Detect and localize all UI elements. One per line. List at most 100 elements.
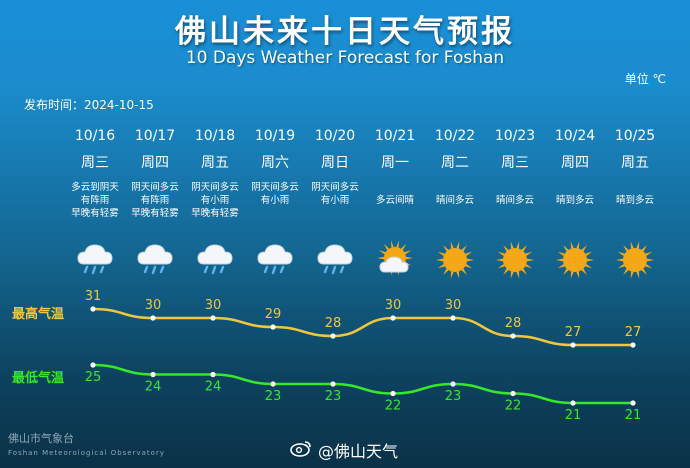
cloud-rain-icon — [65, 240, 125, 280]
day-date: 10/22 — [434, 128, 476, 144]
day-column: 10/20 周日阴天间多云有小雨 — [305, 126, 365, 221]
low-temp-value: 24 — [145, 380, 162, 395]
sun-cloud-icon — [365, 240, 425, 280]
description-line: 晴到多云 — [615, 195, 654, 206]
day-date: 10/23 — [494, 128, 536, 144]
high-temp-value: 30 — [445, 298, 462, 313]
description-line: 早晚有轻雾 — [131, 208, 179, 219]
day-weekday: 周三 — [81, 155, 109, 171]
day-description: 晴间多云 — [485, 181, 545, 221]
high-temp-value: 28 — [325, 316, 342, 331]
low-temp-value: 22 — [505, 399, 522, 414]
day-date: 10/19 — [254, 128, 296, 144]
cloud-rain-icon — [125, 240, 185, 280]
high-temp-point — [510, 333, 516, 339]
day-weekday: 周三 — [501, 155, 529, 171]
cloud-rain-icon — [185, 240, 245, 280]
description-line: 多云到阴天 — [71, 182, 119, 193]
weibo-handle: @佛山天气 — [290, 438, 398, 462]
high-temp-value: 30 — [205, 298, 222, 313]
low-temp-point — [330, 381, 336, 387]
high-temp-value: 30 — [145, 298, 162, 313]
low-temp-point — [570, 400, 576, 406]
high-temp-point — [390, 315, 396, 321]
high-temp-value: 27 — [625, 325, 642, 340]
high-temp-point — [210, 315, 216, 321]
day-date: 10/20 — [314, 128, 356, 144]
high-temp-value: 31 — [85, 289, 102, 304]
sun-icon — [485, 240, 545, 280]
high-temp-line — [92, 307, 633, 347]
day-column: 10/17 周四 阴天间多云 有阵雨 早晚有轻雾 — [125, 126, 185, 221]
sun-icon — [425, 240, 485, 280]
high-temp-value: 27 — [565, 325, 582, 340]
description-line: 有小雨 — [260, 195, 290, 206]
day-description: 阴天间多云 有小雨 早晚有轻雾 — [185, 181, 245, 221]
day-weekday: 周六 — [261, 155, 289, 171]
description-line: 阴天间多云 — [131, 182, 179, 193]
description-line: 多云间晴 — [375, 195, 414, 206]
description-line: 晴到多云 — [555, 195, 594, 206]
day-description: 阴天间多云 有小雨 — [245, 181, 305, 221]
day-column: 10/24 周四 晴到多云 — [545, 126, 605, 221]
high-temp-point — [270, 324, 276, 330]
description-line: 有小雨 — [320, 195, 350, 206]
day-column: 10/25 周五 晴到多云 — [605, 126, 665, 221]
observatory-name-cn: 佛山市气象台 — [8, 432, 74, 445]
description-line: 阴天间多云 — [311, 182, 359, 193]
day-weekday: 周五 — [201, 155, 229, 171]
high-temp-value: 29 — [265, 307, 282, 322]
day-description: 多云间晴 — [365, 181, 425, 221]
low-temp-point — [270, 381, 276, 387]
day-column: 10/18 周五 阴天间多云 有小雨 早晚有轻雾 — [185, 126, 245, 221]
cloud-rain-icon — [245, 240, 305, 280]
day-column: 10/21 周一多云间晴 — [365, 126, 425, 221]
description-line: 早晚有轻雾 — [71, 208, 119, 219]
description-line: 早晚有轻雾 — [191, 208, 239, 219]
low-temp-point — [210, 371, 216, 378]
day-date: 10/21 — [374, 128, 416, 144]
day-date: 10/16 — [74, 128, 116, 144]
day-description: 多云到阴天有阵雨早晚有轻雾 — [65, 181, 125, 221]
low-temp-value: 23 — [265, 389, 282, 404]
low-temp-value: 24 — [205, 380, 222, 395]
publish-time: 发布时间：2024-10-15 — [24, 98, 154, 112]
high-temp-point — [90, 306, 96, 312]
low-temp-value: 22 — [385, 399, 402, 414]
low-temp-value: 25 — [85, 370, 102, 385]
day-date: 10/24 — [554, 128, 596, 144]
high-temp-point — [630, 342, 636, 348]
day-weekday: 周二 — [441, 155, 469, 171]
page-subtitle: 10 Days Weather Forecast for Foshan — [185, 48, 505, 68]
day-description: 阴天间多云有阵雨早晚有轻雾 — [125, 181, 185, 221]
low-temp-line — [92, 363, 633, 405]
description-line: 有小雨 — [200, 195, 230, 206]
description-line: 有阵雨 — [80, 195, 110, 206]
low-temp-value: 23 — [445, 389, 462, 404]
high-temp-point — [150, 315, 156, 321]
low-temp-point — [150, 371, 156, 378]
day-column: 10/19 周六阴天间多云有小雨 — [245, 126, 305, 221]
low-temp-point — [90, 362, 96, 368]
day-weekday: 周四 — [141, 155, 169, 171]
high-temp-point — [450, 315, 456, 321]
description-line: 晴间多云 — [495, 195, 534, 206]
high-temp-value: 28 — [505, 316, 522, 331]
description-line: 有阵雨 — [140, 195, 170, 206]
description-line: 阴天间多云 — [251, 182, 299, 193]
day-weekday: 周日 — [321, 155, 349, 171]
cloud-rain-icon — [305, 240, 365, 280]
sun-icon — [605, 240, 665, 280]
low-temp-point — [450, 381, 456, 387]
day-description: 晴到多云 — [545, 181, 605, 221]
page-title: 佛山未来十日天气预报 — [175, 14, 515, 50]
day-description: 晴间多云 — [425, 181, 485, 221]
low-temp-point — [390, 390, 396, 397]
sun-icon — [545, 240, 605, 280]
day-column: 10/16 周三多云到阴天有阵雨早晚有轻雾 — [65, 126, 125, 221]
description-line: 晴间多云 — [435, 195, 474, 206]
day-weekday: 周一 — [381, 155, 409, 171]
high-temp-value: 30 — [385, 298, 402, 313]
